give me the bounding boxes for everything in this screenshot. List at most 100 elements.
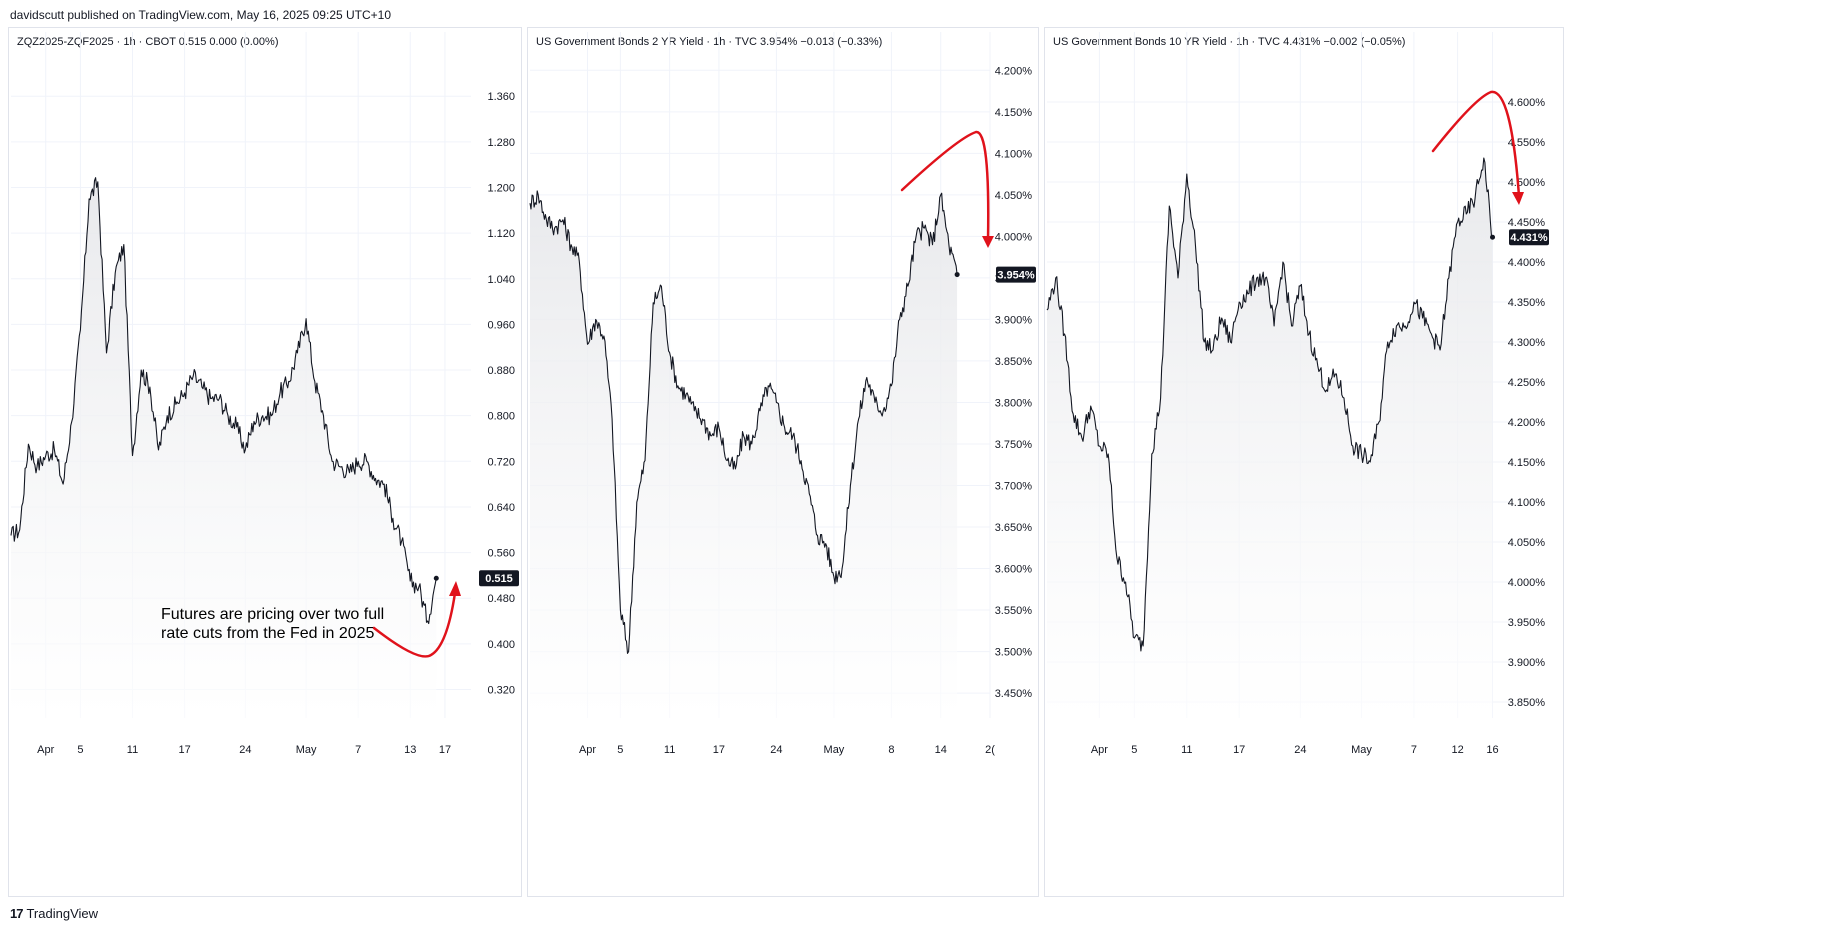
data-point [157, 449, 159, 451]
data-point [123, 243, 125, 245]
data-point [1186, 173, 1188, 175]
data-point [882, 410, 884, 412]
data-point [1264, 277, 1266, 279]
data-point [114, 272, 116, 274]
y-tick-label: 0.720 [487, 456, 515, 468]
series-line [10, 177, 437, 625]
data-point [1212, 349, 1214, 351]
data-point [1063, 333, 1065, 335]
y-tick-label: 3.700% [995, 480, 1033, 492]
data-point [1055, 277, 1057, 279]
y-tick-label: 0.480 [487, 593, 515, 605]
x-tick-label: 24 [239, 744, 251, 756]
chart-svg[interactable]: 4.200%4.150%4.100%4.050%4.000%3.950%3.90… [528, 28, 1040, 898]
data-point [1046, 309, 1048, 311]
last-value-label: 4.431% [1510, 232, 1548, 244]
data-point [627, 650, 629, 652]
data-point [1290, 325, 1292, 327]
y-tick-label: 3.600% [995, 564, 1033, 576]
data-point [652, 302, 654, 304]
chart-panel-10yr-yield[interactable]: US Government Bonds 10 YR Yield · 1h · T… [1044, 27, 1564, 897]
series-area [1047, 158, 1493, 718]
data-point [808, 493, 810, 495]
data-point [644, 459, 646, 461]
annotation-arrowhead [1512, 192, 1524, 205]
last-value-badge [1509, 229, 1549, 246]
data-point [1177, 277, 1179, 279]
chart-svg[interactable]: 1.360 1.280 1.200 1.120 1.040 0.960 0.880 0.800… [9, 28, 523, 898]
data-point [36, 466, 38, 468]
x-tick-label: 14 [935, 744, 947, 756]
data-point [1343, 397, 1345, 399]
data-point [79, 329, 81, 331]
data-point [1299, 285, 1301, 287]
data-point [1072, 413, 1074, 415]
data-point [1098, 445, 1100, 447]
data-point [279, 392, 281, 394]
data-point [742, 434, 744, 436]
data-point [409, 580, 411, 582]
data-point [726, 459, 728, 461]
x-tick-label: 16 [1486, 744, 1498, 756]
x-tick-label: Apr [1091, 744, 1108, 756]
data-point [305, 317, 307, 319]
y-tick-label: 3.800% [995, 397, 1033, 409]
x-tick-label: 17 [1233, 744, 1245, 756]
y-tick-label: 4.200% [1508, 417, 1546, 429]
last-value-badge [479, 570, 519, 587]
chart-svg[interactable]: 4.600% 4.550% 4.500% 4.450% 4.400% 4.350% 4.30… [1045, 28, 1565, 898]
x-tick-label: 24 [1294, 744, 1306, 756]
series-line [529, 190, 958, 654]
y-tick-label: 3.450% [995, 688, 1033, 700]
data-point [18, 529, 20, 531]
data-point [1483, 157, 1485, 159]
y-tick-label: 0.560 [487, 548, 515, 560]
x-tick-label: 5 [617, 744, 623, 756]
data-point [1465, 213, 1467, 215]
data-point [374, 477, 376, 479]
x-tick-label: 17 [439, 744, 451, 756]
data-point [1221, 317, 1223, 319]
data-point [1203, 341, 1205, 343]
x-tick-label: 8 [888, 744, 894, 756]
data-point [288, 380, 290, 382]
data-point [545, 219, 547, 221]
tradingview-footer[interactable]: 17 TradingView [10, 906, 98, 921]
y-tick-label: 3.950% [1508, 617, 1546, 629]
data-point [603, 335, 605, 337]
x-tick-label: 11 [127, 744, 138, 756]
x-tick-label: 5 [77, 744, 83, 756]
y-tick-label: 0.800 [487, 411, 515, 423]
data-point [261, 414, 263, 416]
x-tick-label: 2( [985, 744, 995, 756]
data-point [400, 540, 402, 542]
data-point [570, 243, 572, 245]
y-tick-label: 4.550% [1508, 137, 1546, 149]
y-tick-label: 4.150% [995, 107, 1033, 119]
data-point [1142, 645, 1144, 647]
y-tick-label: 1.040 [487, 274, 515, 286]
chart-panel-2yr-yield[interactable]: US Government Bonds 2 YR Yield · 1h · TV… [527, 27, 1039, 897]
data-point [348, 472, 350, 474]
chart-title: ZQZ2025-ZQF2025 · 1h · CBOT 0.515 0.000 … [17, 36, 279, 48]
data-point [340, 466, 342, 468]
data-point [1107, 453, 1109, 455]
last-point [954, 272, 960, 278]
series-area [11, 177, 437, 718]
data-point [792, 434, 794, 436]
data-point [1395, 325, 1397, 327]
data-point [1448, 277, 1450, 279]
data-point [1133, 637, 1135, 639]
chart-panel-fed-funds[interactable]: ZQZ2025-ZQF2025 · 1h · CBOT 0.515 0.000 … [8, 27, 522, 897]
y-tick-label: 3.550% [995, 605, 1033, 617]
data-point [636, 501, 638, 503]
y-tick-label: 4.450% [1508, 217, 1546, 229]
data-point [1124, 581, 1126, 583]
data-point [948, 243, 950, 245]
data-point [816, 534, 818, 536]
data-point [10, 534, 12, 536]
x-tick-label: 13 [404, 744, 416, 756]
annotation-arrow [900, 130, 990, 242]
data-point [149, 386, 151, 388]
data-point [218, 397, 220, 399]
